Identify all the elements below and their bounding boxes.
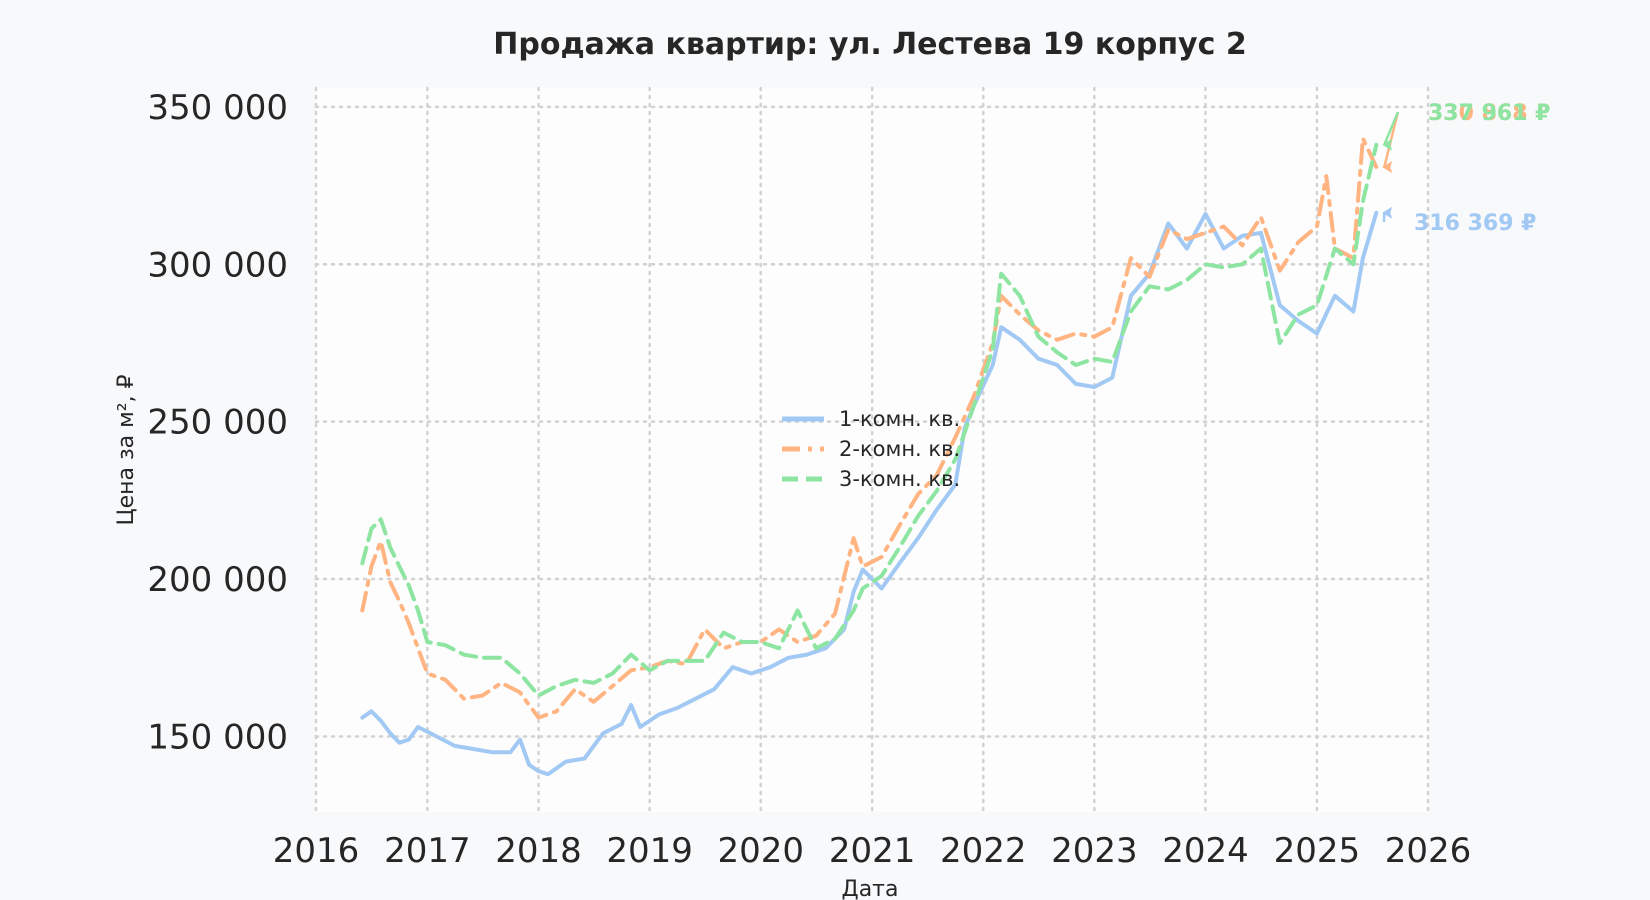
legend: 1-комн. кв. 2-комн. кв. 3-комн. кв. xyxy=(782,407,960,491)
end-arrow-3 xyxy=(1383,111,1400,146)
end-arrow-head-1 xyxy=(1382,206,1393,219)
end-labels: 316 369 ₽ 330 868 ₽337 961 ₽ xyxy=(1382,101,1550,236)
x-axis-label: Дата xyxy=(842,877,899,900)
x-tick-label: 2018 xyxy=(495,831,582,871)
x-tick-label: 2016 xyxy=(273,831,360,871)
y-tick-label: 250 000 xyxy=(147,403,288,443)
series-lines xyxy=(360,136,1379,777)
legend-label-3: 3-комн. кв. xyxy=(839,467,960,491)
y-axis-ticks: 150 000 200 000 250 000 300 000 350 000 xyxy=(147,88,288,758)
chart-title: Продажа квартир: ул. Лестева 19 корпус 2 xyxy=(493,27,1246,62)
x-tick-label: 2019 xyxy=(606,831,693,871)
x-tick-label: 2017 xyxy=(384,831,471,871)
y-tick-label: 350 000 xyxy=(147,88,288,128)
x-tick-label: 2025 xyxy=(1274,831,1361,871)
x-axis-ticks: 2016 2017 2018 2019 2020 2021 2022 2023 2024 2025… xyxy=(273,831,1472,871)
x-tick-label: 2024 xyxy=(1162,831,1249,871)
end-label-2: 330 868 ₽ xyxy=(1428,101,1550,126)
series-line-2 xyxy=(360,136,1379,720)
y-tick-label: 200 000 xyxy=(147,560,288,600)
legend-label-2: 2-комн. кв. xyxy=(839,437,960,461)
y-axis-label: Цена за м², ₽ xyxy=(114,374,139,525)
end-arrow-head-3 xyxy=(1382,138,1393,151)
y-tick-label: 150 000 xyxy=(147,717,288,757)
y-tick-label: 300 000 xyxy=(147,245,288,285)
x-tick-label: 2021 xyxy=(829,831,916,871)
legend-label-1: 1-комн. кв. xyxy=(839,407,960,431)
grid xyxy=(314,86,1430,814)
end-label-3: 337 961 ₽ xyxy=(1428,101,1550,126)
x-tick-label: 2020 xyxy=(717,831,804,871)
end-arrow-head-2 xyxy=(1382,161,1393,174)
x-tick-label: 2023 xyxy=(1051,831,1138,871)
series-line-3 xyxy=(360,142,1379,698)
x-tick-label: 2022 xyxy=(940,831,1027,871)
x-tick-label: 2026 xyxy=(1385,831,1472,871)
end-label-1: 316 369 ₽ xyxy=(1414,211,1536,236)
